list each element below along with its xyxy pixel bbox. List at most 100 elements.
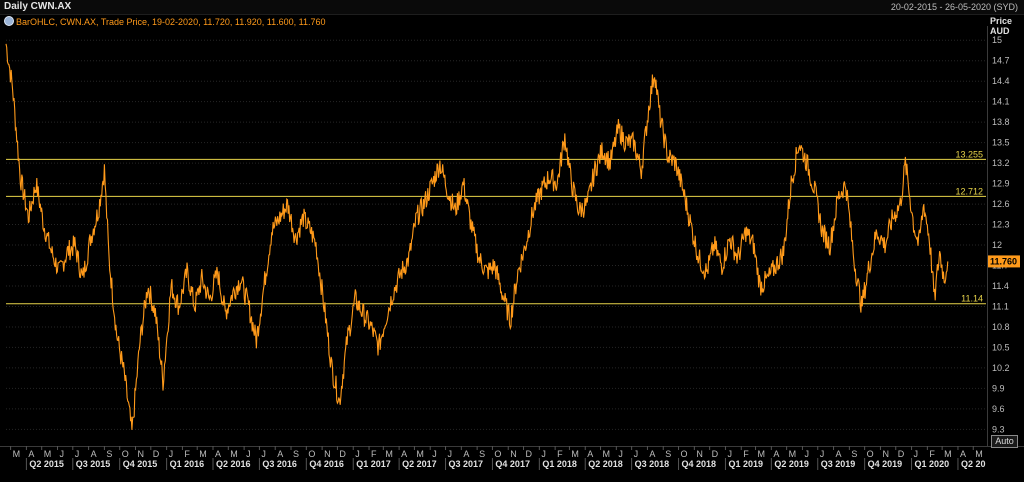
price-tick-label: 14.4 [992,76,1010,86]
month-label: M [13,449,21,459]
last-price-badge-bg [988,255,1020,268]
month-label: A [28,449,34,459]
month-label: A [277,449,283,459]
month-label: J [634,449,639,459]
month-label: J [246,449,251,459]
auto-scale-button[interactable]: Auto [991,435,1018,448]
price-tick-label: 13.5 [992,138,1010,148]
month-label: J [820,449,825,459]
quarter-label: Q4 2017 [495,459,530,469]
month-label: M [975,449,983,459]
quarter-label: Q1 2019 [728,459,763,469]
quarter-label: Q1 2017 [356,459,391,469]
gridlines [6,39,987,430]
month-label: J [541,449,546,459]
month-label: S [851,449,857,459]
quarter-label: Q3 2019 [821,459,856,469]
month-label: J [169,449,174,459]
horizontal-line-label: 12.712 [955,186,983,196]
month-label: N [510,449,517,459]
price-axis-title-line2: AUD [990,26,1010,36]
month-label: D [898,449,905,459]
month-label: M [571,449,579,459]
price-series [5,43,949,430]
month-label: J [804,449,809,459]
price-tick-label: 10.8 [992,322,1010,332]
price-tick-label: 9.6 [992,404,1005,414]
month-label: D [712,449,719,459]
month-label: M [385,449,393,459]
month-label: J [75,449,80,459]
month-label: F [929,449,935,459]
price-tick-label: 13.2 [992,158,1010,168]
quarter-label: Q1 2020 [915,459,950,469]
month-label: S [479,449,485,459]
quarter-label: Q3 2017 [449,459,484,469]
horizontal-lines[interactable]: 13.255 12.712 11.14 [6,149,986,305]
quarter-label: Q2 20 [961,459,986,469]
series-legend[interactable]: BarOHLC, CWN.AX, Trade Price, 19-02-2020… [4,16,326,27]
quarter-label: Q4 2016 [309,459,344,469]
price-tick-label: 9.3 [992,424,1005,434]
month-label: O [494,449,501,459]
price-axis-ticks: 15 14.7 14.4 14.1 13.8 13.5 13.2 12.9 12.6 12.3 12… [992,35,1010,434]
chart-header-bar: Daily CWN.AX 20-02-2015 - 26-05-2020 (SY… [0,0,1024,15]
month-label: N [138,449,145,459]
month-label: S [665,449,671,459]
month-label: J [618,449,623,459]
quarter-label: Q2 2016 [216,459,251,469]
month-label: M [758,449,766,459]
price-tick-label: 14.1 [992,97,1010,107]
month-label: N [324,449,331,459]
month-label: F [184,449,190,459]
month-label: J [448,449,453,459]
month-label: D [339,449,346,459]
price-tick-label: 14.7 [992,56,1010,66]
price-tick-label: 13.8 [992,117,1010,127]
month-label: M [416,449,424,459]
month-label: J [914,449,919,459]
month-label: M [789,449,797,459]
price-axis-line [987,26,988,446]
horizontal-line-label: 13.255 [955,149,983,159]
quarter-label: Q3 2016 [262,459,297,469]
month-label: S [106,449,112,459]
price-axis-title: Price AUD [990,16,1012,36]
price-tick-label: 12.9 [992,179,1010,189]
month-label: A [463,449,469,459]
horizontal-line-label: 11.14 [961,294,983,304]
price-tick-label: 11.4 [992,281,1009,291]
month-label: D [153,449,160,459]
quarter-label: Q2 2017 [402,459,437,469]
month-label: J [727,449,732,459]
month-label: J [355,449,360,459]
price-tick-label: 12.3 [992,220,1010,230]
month-label: A [836,449,842,459]
price-tick-label: 12 [992,240,1002,250]
month-label: A [91,449,97,459]
quarter-label: Q4 2019 [868,459,903,469]
quarter-label: Q1 2018 [542,459,577,469]
month-label: F [743,449,749,459]
last-price-label: 11.760 [990,256,1017,266]
price-tick-label: 12.6 [992,199,1010,209]
quarter-label: Q2 2019 [774,459,809,469]
quarter-label: Q4 2018 [682,459,717,469]
quarter-label: Q1 2016 [170,459,205,469]
price-line [5,43,949,430]
month-label: D [526,449,533,459]
price-tick-label: 10.5 [992,342,1010,352]
chart-title: Daily CWN.AX [4,1,72,12]
month-label: F [557,449,563,459]
last-price-badge: 11.760 [988,255,1020,268]
month-label: J [59,449,64,459]
month-label: A [401,449,407,459]
month-label: O [681,449,688,459]
month-label: A [773,449,779,459]
price-tick-label: 9.9 [992,383,1005,393]
month-label: O [867,449,874,459]
month-label: A [960,449,966,459]
quarter-label: Q2 2015 [29,459,64,469]
